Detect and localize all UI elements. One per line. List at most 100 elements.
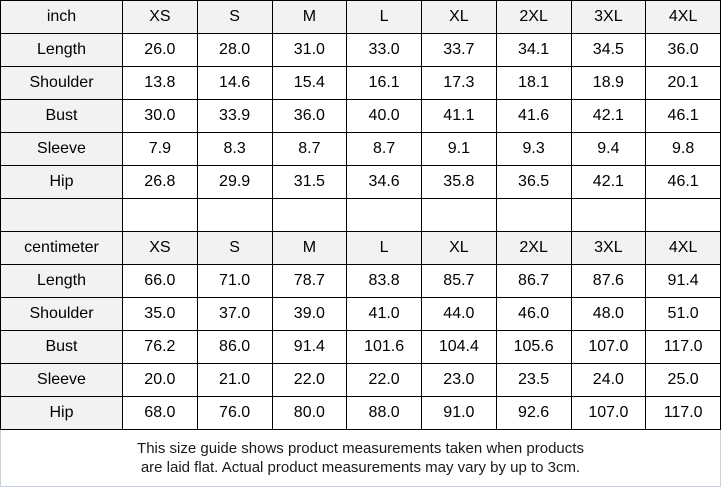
size-note-line2: are laid flat. Actual product measuremen… — [140, 459, 581, 476]
size-header-cell: XS — [122, 0, 198, 34]
value-cell: 36.5 — [495, 165, 572, 199]
spacer-cell — [495, 198, 572, 232]
unit-cell-centimeter: centimeter — [0, 231, 123, 265]
value-cell: 107.0 — [570, 330, 647, 364]
size-header-cell: 4XL — [645, 0, 721, 34]
value-cell: 34.1 — [495, 33, 572, 67]
value-cell: 42.1 — [570, 165, 647, 199]
value-cell: 78.7 — [271, 264, 348, 298]
value-cell: 91.4 — [271, 330, 348, 364]
value-cell: 46.1 — [645, 99, 721, 133]
value-cell: 91.0 — [421, 396, 497, 430]
centimeter-header-row: centimeter XS S M L XL 2XL 3XL 4XL — [0, 231, 721, 265]
value-cell: 68.0 — [122, 396, 198, 430]
measure-label-cell: Hip — [0, 396, 123, 430]
value-cell: 18.9 — [570, 66, 647, 100]
value-cell: 46.1 — [645, 165, 721, 199]
value-cell: 26.8 — [122, 165, 198, 199]
value-cell: 87.6 — [570, 264, 647, 298]
value-cell: 83.8 — [346, 264, 422, 298]
size-header-cell: L — [346, 0, 422, 34]
inch-shoulder-row: Shoulder 13.8 14.6 15.4 16.1 17.3 18.1 1… — [0, 66, 721, 100]
value-cell: 101.6 — [346, 330, 422, 364]
value-cell: 86.0 — [196, 330, 273, 364]
measure-label-cell: Bust — [0, 99, 123, 133]
measure-label-cell: Shoulder — [0, 66, 123, 100]
value-cell: 44.0 — [421, 297, 497, 331]
inch-length-row: Length 26.0 28.0 31.0 33.0 33.7 34.1 34.… — [0, 33, 721, 67]
value-cell: 22.0 — [346, 363, 422, 397]
value-cell: 18.1 — [495, 66, 572, 100]
value-cell: 24.0 — [570, 363, 647, 397]
value-cell: 41.0 — [346, 297, 422, 331]
centimeter-hip-row: Hip 68.0 76.0 80.0 88.0 91.0 92.6 107.0 … — [0, 396, 721, 430]
inch-bust-row: Bust 30.0 33.9 36.0 40.0 41.1 41.6 42.1 … — [0, 99, 721, 133]
centimeter-shoulder-row: Shoulder 35.0 37.0 39.0 41.0 44.0 46.0 4… — [0, 297, 721, 331]
value-cell: 29.9 — [196, 165, 273, 199]
value-cell: 36.0 — [645, 33, 721, 67]
value-cell: 86.7 — [495, 264, 572, 298]
value-cell: 36.0 — [271, 99, 348, 133]
value-cell: 40.0 — [346, 99, 422, 133]
value-cell: 41.1 — [421, 99, 497, 133]
value-cell: 42.1 — [570, 99, 647, 133]
size-header-cell: M — [271, 231, 348, 265]
value-cell: 28.0 — [196, 33, 273, 67]
size-header-cell: 3XL — [570, 231, 647, 265]
inch-header-row: inch XS S M L XL 2XL 3XL 4XL — [0, 0, 721, 34]
value-cell: 15.4 — [271, 66, 348, 100]
size-header-cell: 4XL — [645, 231, 721, 265]
spacer-row — [0, 198, 721, 232]
value-cell: 21.0 — [196, 363, 273, 397]
size-header-cell: 2XL — [495, 0, 572, 34]
spacer-cell — [570, 198, 647, 232]
size-header-cell: XL — [421, 0, 497, 34]
value-cell: 9.4 — [570, 132, 647, 166]
measure-label-cell: Length — [0, 33, 123, 67]
centimeter-sleeve-row: Sleeve 20.0 21.0 22.0 22.0 23.0 23.5 24.… — [0, 363, 721, 397]
value-cell: 16.1 — [346, 66, 422, 100]
size-guide-table: inch XS S M L XL 2XL 3XL 4XL Length 26.0… — [0, 0, 721, 430]
value-cell: 39.0 — [271, 297, 348, 331]
size-header-cell: XL — [421, 231, 497, 265]
value-cell: 35.0 — [122, 297, 198, 331]
value-cell: 17.3 — [421, 66, 497, 100]
size-header-cell: M — [271, 0, 348, 34]
value-cell: 35.8 — [421, 165, 497, 199]
value-cell: 8.7 — [346, 132, 422, 166]
value-cell: 8.3 — [196, 132, 273, 166]
measure-label-cell: Hip — [0, 165, 123, 199]
value-cell: 76.2 — [122, 330, 198, 364]
spacer-cell — [346, 198, 422, 232]
value-cell: 46.0 — [495, 297, 572, 331]
value-cell: 76.0 — [196, 396, 273, 430]
value-cell: 105.6 — [495, 330, 572, 364]
centimeter-length-row: Length 66.0 71.0 78.7 83.8 85.7 86.7 87.… — [0, 264, 721, 298]
value-cell: 117.0 — [645, 396, 721, 430]
size-header-cell: XS — [122, 231, 198, 265]
inch-hip-row: Hip 26.8 29.9 31.5 34.6 35.8 36.5 42.1 4… — [0, 165, 721, 199]
spacer-cell — [122, 198, 198, 232]
value-cell: 30.0 — [122, 99, 198, 133]
measure-label-cell: Sleeve — [0, 363, 123, 397]
value-cell: 48.0 — [570, 297, 647, 331]
value-cell: 88.0 — [346, 396, 422, 430]
unit-cell-inch: inch — [0, 0, 123, 34]
value-cell: 9.8 — [645, 132, 721, 166]
size-header-cell: S — [196, 0, 273, 34]
value-cell: 9.1 — [421, 132, 497, 166]
value-cell: 37.0 — [196, 297, 273, 331]
value-cell: 33.0 — [346, 33, 422, 67]
value-cell: 13.8 — [122, 66, 198, 100]
value-cell: 34.6 — [346, 165, 422, 199]
measure-label-cell: Shoulder — [0, 297, 123, 331]
measure-label-cell: Bust — [0, 330, 123, 364]
value-cell: 41.6 — [495, 99, 572, 133]
value-cell: 80.0 — [271, 396, 348, 430]
value-cell: 104.4 — [421, 330, 497, 364]
value-cell: 33.9 — [196, 99, 273, 133]
value-cell: 20.0 — [122, 363, 198, 397]
value-cell: 91.4 — [645, 264, 721, 298]
spacer-cell — [0, 198, 123, 232]
inch-sleeve-row: Sleeve 7.9 8.3 8.7 8.7 9.1 9.3 9.4 9.8 — [0, 132, 721, 166]
